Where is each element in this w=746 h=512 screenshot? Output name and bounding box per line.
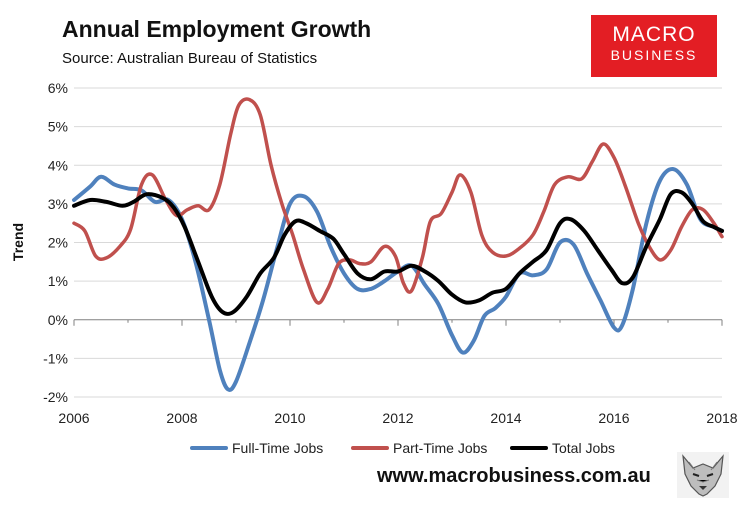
- y-tick-label: 5%: [48, 119, 68, 135]
- legend-label-total-jobs: Total Jobs: [552, 440, 615, 456]
- wolf-logo-icon: [677, 452, 729, 498]
- chart-subtitle: Source: Australian Bureau of Statistics: [62, 50, 318, 67]
- y-tick-label: 6%: [48, 80, 68, 96]
- y-tick-label: -2%: [43, 389, 68, 405]
- logo-line1: MACRO: [612, 23, 696, 46]
- y-tick-labels: -2% -1% 0% 1% 2% 3% 4% 5% 6%: [43, 80, 68, 405]
- x-tick-label: 2012: [382, 410, 413, 426]
- axes: [73, 319, 723, 326]
- x-tick-label: 2018: [706, 410, 737, 426]
- logo-line2: BUSINESS: [610, 47, 698, 63]
- y-tick-label: 4%: [48, 157, 68, 173]
- series-line-total-jobs: [72, 188, 724, 316]
- y-tick-label: 0%: [48, 312, 68, 328]
- series-group: [72, 97, 724, 392]
- macrobusiness-logo[interactable]: MACRO BUSINESS: [591, 15, 717, 77]
- x-tick-labels: 2006 2008 2010 2012 2014 2016 2018: [58, 410, 737, 426]
- y-tick-label: 1%: [48, 273, 68, 289]
- y-tick-label: 3%: [48, 196, 68, 212]
- x-tick-label: 2008: [166, 410, 197, 426]
- y-tick-label: -1%: [43, 350, 68, 366]
- x-tick-label: 2014: [490, 410, 521, 426]
- y-tick-label: 2%: [48, 235, 68, 251]
- x-tick-label: 2010: [274, 410, 305, 426]
- legend: Full-Time Jobs Part-Time Jobs Total Jobs: [190, 440, 615, 456]
- x-tick-label: 2016: [598, 410, 629, 426]
- website-link[interactable]: www.macrobusiness.com.au: [377, 465, 651, 487]
- gridlines: [74, 87, 722, 398]
- chart-title: Annual Employment Growth: [62, 16, 372, 42]
- x-tick-label: 2006: [58, 410, 89, 426]
- legend-label-full-time-jobs: Full-Time Jobs: [232, 440, 323, 456]
- legend-label-part-time-jobs: Part-Time Jobs: [393, 440, 487, 456]
- y-axis-label: Trend: [10, 223, 26, 261]
